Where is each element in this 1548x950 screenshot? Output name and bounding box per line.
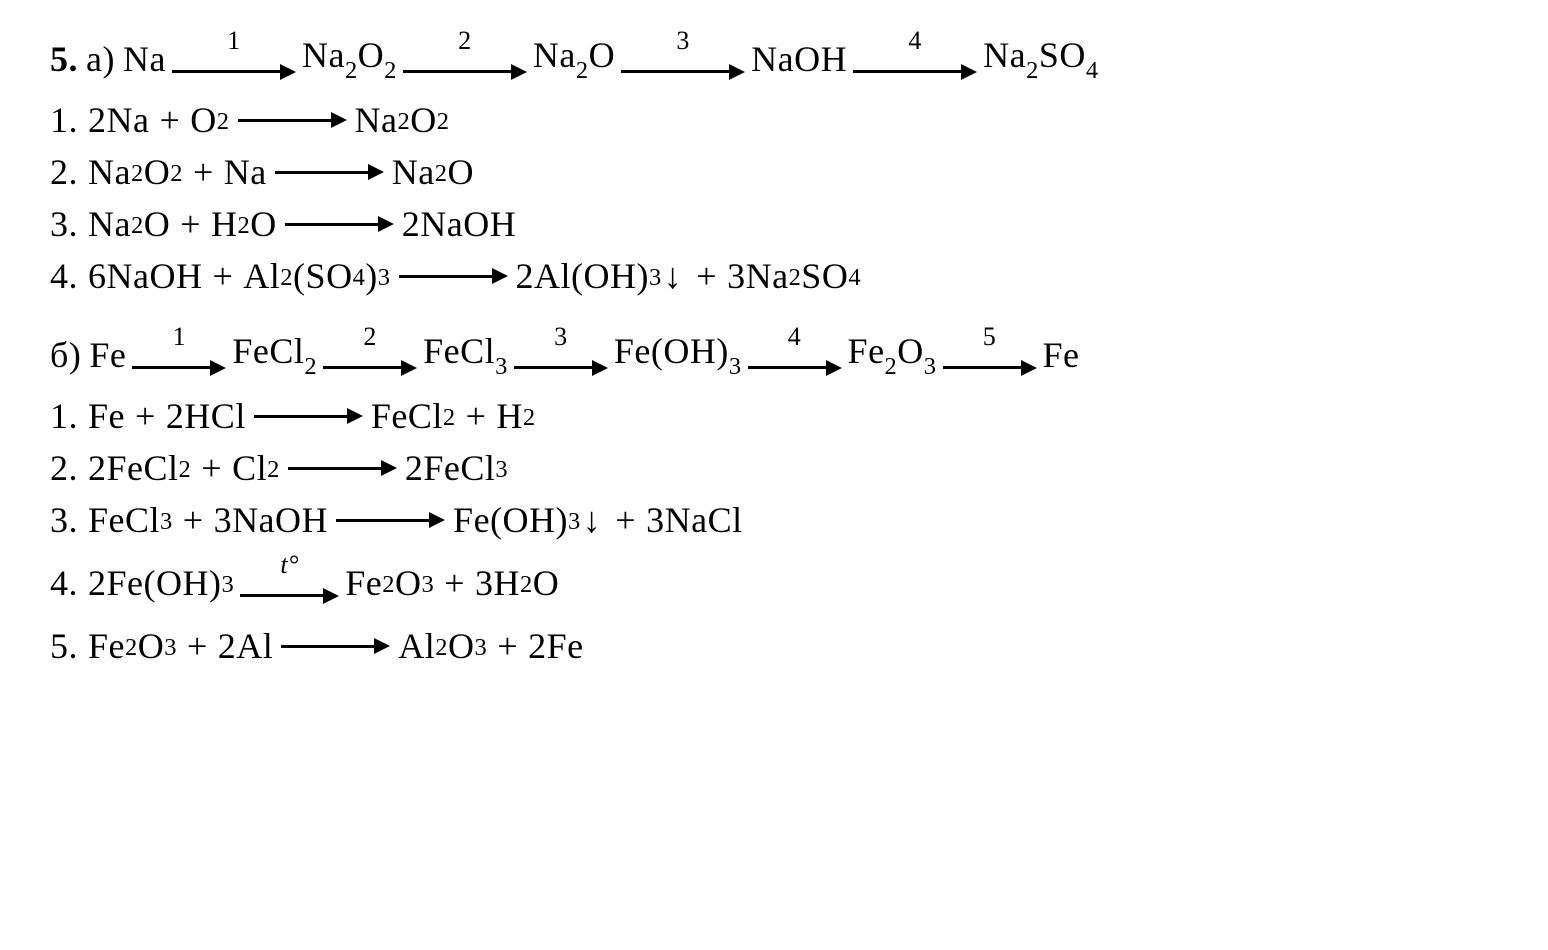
reaction-a1: 1. 2Na + O2 Na2O2 — [50, 102, 1498, 138]
reaction-b3: 3. FeCl3 + 3NaOH Fe(OH)3 ↓ + 3NaCl — [50, 502, 1498, 538]
reaction-number: 1. — [50, 102, 78, 138]
species-naoh: NaOH — [751, 41, 847, 77]
reaction-arrow — [288, 460, 397, 476]
reaction-b1: 1. Fe + 2HCl FeCl2 + H2 — [50, 398, 1498, 434]
problem-number: 5. — [50, 41, 78, 77]
scheme-arrow-4: 4 — [853, 28, 977, 86]
species-fe-end: Fe — [1043, 337, 1080, 373]
reaction-number: 1. — [50, 398, 78, 434]
reaction-number: 5. — [50, 628, 78, 664]
scheme-arrow-3: 3 — [621, 28, 745, 86]
reaction-number: 3. — [50, 206, 78, 242]
scheme-arrow-b4: 4 — [748, 324, 842, 382]
species-na2o2: Na2O2 — [302, 37, 397, 81]
precipitate-icon: ↓ — [583, 502, 602, 538]
precipitate-icon: ↓ — [664, 258, 683, 294]
scheme-b: б) Fe 1 FeCl2 2 FeCl3 3 Fe(OH)3 4 Fe2O3 … — [50, 326, 1498, 384]
reaction-arrow — [281, 638, 390, 654]
species-fecl2: FeCl2 — [232, 333, 317, 377]
reaction-a2: 2. Na2O2 + Na Na2O — [50, 154, 1498, 190]
species-na2so4: Na2SO4 — [983, 37, 1098, 81]
reaction-b4: 4. 2Fe(OH)3 t° Fe2O3 + 3H2O — [50, 554, 1498, 612]
reaction-a4: 4. 6NaOH + Al2(SO4)3 2Al(OH)3 ↓ + 3Na2SO… — [50, 258, 1498, 294]
reaction-arrow — [336, 512, 445, 528]
species-fecl3: FeCl3 — [423, 333, 508, 377]
species-feoh3: Fe(OH)3 — [614, 333, 742, 377]
scheme-arrow-b5: 5 — [943, 324, 1037, 382]
scheme-arrow-1: 1 — [172, 28, 296, 86]
reaction-number: 4. — [50, 258, 78, 294]
reaction-number: 4. — [50, 565, 78, 601]
reaction-arrow — [399, 268, 508, 284]
reaction-arrow — [254, 408, 363, 424]
scheme-arrow-2: 2 — [403, 28, 527, 86]
reaction-a3: 3. Na2O + H2O 2NaOH — [50, 206, 1498, 242]
part-a-label: а) — [86, 41, 115, 77]
reaction-number: 2. — [50, 154, 78, 190]
species-na: Na — [123, 41, 166, 77]
species-fe: Fe — [89, 337, 126, 373]
scheme-a: 5. а) Na 1 Na2O2 2 Na2O 3 NaOH 4 Na2SO4 — [50, 30, 1498, 88]
scheme-arrow-b1: 1 — [132, 324, 226, 382]
heated-arrow: t° — [240, 552, 339, 610]
species-na2o: Na2O — [533, 37, 615, 81]
reaction-arrow — [275, 164, 384, 180]
scheme-arrow-b3: 3 — [514, 324, 608, 382]
part-b-label: б) — [50, 337, 81, 373]
species-fe2o3: Fe2O3 — [848, 333, 937, 377]
reaction-b2: 2. 2FeCl2 + Cl2 2FeCl3 — [50, 450, 1498, 486]
reaction-number: 2. — [50, 450, 78, 486]
reaction-number: 3. — [50, 502, 78, 538]
reaction-arrow — [238, 112, 347, 128]
scheme-arrow-b2: 2 — [323, 324, 417, 382]
reaction-arrow — [285, 216, 394, 232]
reaction-b5: 5. Fe2O3 + 2Al Al2O3 + 2Fe — [50, 628, 1498, 664]
